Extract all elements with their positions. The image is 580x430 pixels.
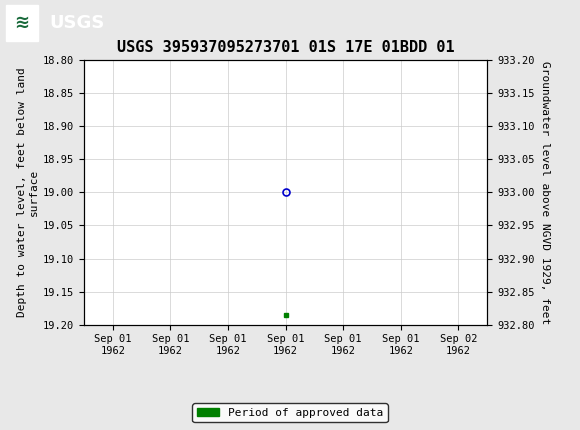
Y-axis label: Groundwater level above NGVD 1929, feet: Groundwater level above NGVD 1929, feet bbox=[540, 61, 550, 324]
Y-axis label: Depth to water level, feet below land
surface: Depth to water level, feet below land su… bbox=[17, 68, 39, 317]
Legend: Period of approved data: Period of approved data bbox=[193, 403, 387, 422]
Bar bbox=[6, 4, 38, 41]
Text: ≋: ≋ bbox=[14, 14, 30, 31]
Text: USGS: USGS bbox=[49, 14, 104, 31]
Title: USGS 395937095273701 01S 17E 01BDD 01: USGS 395937095273701 01S 17E 01BDD 01 bbox=[117, 40, 455, 55]
